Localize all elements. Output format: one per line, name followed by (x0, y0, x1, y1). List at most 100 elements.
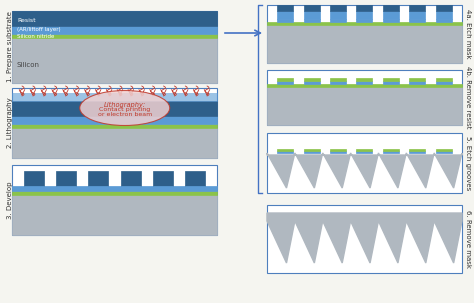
Bar (409, 19, 425, 22)
Bar (436, 19, 452, 22)
Bar (436, 5, 452, 11)
Bar (330, 149, 346, 151)
Bar (267, 22, 462, 25)
Bar (12, 191, 217, 195)
Bar (409, 11, 425, 19)
Text: 6. Remove mask: 6. Remove mask (465, 210, 471, 268)
Bar (356, 78, 373, 81)
Bar (409, 149, 425, 151)
Text: Silicon: Silicon (17, 62, 40, 68)
Bar (383, 5, 399, 11)
Bar (304, 151, 320, 153)
Bar (153, 186, 173, 188)
Bar (12, 124, 217, 128)
Text: 4b. Remove resist: 4b. Remove resist (465, 66, 471, 129)
Bar (12, 26, 217, 34)
Bar (12, 195, 217, 235)
Bar (356, 149, 373, 151)
Bar (436, 81, 452, 84)
FancyBboxPatch shape (12, 165, 217, 235)
Bar (330, 5, 346, 11)
Bar (120, 186, 141, 188)
Bar (56, 171, 76, 186)
Bar (383, 81, 399, 84)
Bar (12, 38, 217, 83)
Text: 4a. Etch mask: 4a. Etch mask (465, 9, 471, 59)
FancyBboxPatch shape (267, 133, 462, 193)
FancyBboxPatch shape (267, 205, 462, 273)
Bar (24, 186, 44, 188)
Bar (409, 81, 425, 84)
Text: Silicon nitride: Silicon nitride (17, 34, 55, 38)
Bar (304, 19, 320, 22)
Bar (277, 81, 293, 84)
Bar (330, 78, 346, 81)
Bar (12, 186, 217, 191)
Bar (436, 151, 452, 153)
Bar (185, 171, 205, 186)
Bar (383, 151, 399, 153)
Bar (383, 78, 399, 81)
Bar (267, 84, 462, 87)
Bar (409, 78, 425, 81)
Bar (12, 128, 217, 158)
Bar (383, 149, 399, 151)
Text: Contact printing: Contact printing (99, 108, 150, 112)
Bar (330, 151, 346, 153)
Bar (436, 78, 452, 81)
Bar (356, 151, 373, 153)
FancyBboxPatch shape (267, 70, 462, 125)
Bar (304, 11, 320, 19)
Bar (356, 81, 373, 84)
Bar (277, 78, 293, 81)
FancyBboxPatch shape (267, 5, 462, 63)
Bar (56, 186, 76, 188)
Bar (277, 19, 293, 22)
FancyBboxPatch shape (12, 11, 217, 83)
Bar (436, 149, 452, 151)
Bar (330, 19, 346, 22)
Text: 1. Prepare substrate: 1. Prepare substrate (7, 12, 13, 82)
Bar (356, 11, 373, 19)
Bar (383, 11, 399, 19)
FancyBboxPatch shape (12, 88, 217, 158)
Bar (330, 11, 346, 19)
Bar (185, 186, 205, 188)
Bar (12, 93, 217, 101)
Bar (277, 151, 293, 153)
Text: Lithography:: Lithography: (104, 102, 146, 108)
Bar (89, 186, 109, 188)
Text: 5. Etch grooves: 5. Etch grooves (465, 136, 471, 190)
Bar (12, 101, 217, 116)
Text: or electron beam: or electron beam (98, 112, 152, 118)
Bar (330, 81, 346, 84)
Bar (267, 87, 462, 125)
Bar (277, 5, 293, 11)
Bar (89, 171, 109, 186)
Bar (383, 19, 399, 22)
Bar (277, 11, 293, 19)
Bar (12, 116, 217, 124)
Bar (12, 11, 217, 26)
Bar (267, 25, 462, 63)
Bar (277, 149, 293, 151)
Polygon shape (267, 213, 462, 263)
Polygon shape (267, 153, 462, 188)
Bar (24, 171, 44, 186)
Text: 2. Lithography: 2. Lithography (7, 98, 13, 148)
Bar (436, 11, 452, 19)
Bar (356, 19, 373, 22)
Bar (409, 5, 425, 11)
Bar (304, 5, 320, 11)
Bar (304, 81, 320, 84)
Bar (304, 78, 320, 81)
Text: (AR/liftoff layer): (AR/liftoff layer) (17, 28, 61, 32)
Ellipse shape (80, 91, 170, 125)
Bar (120, 171, 141, 186)
Text: Resist: Resist (17, 18, 36, 22)
Bar (356, 5, 373, 11)
Bar (409, 151, 425, 153)
Bar (153, 171, 173, 186)
Bar (12, 34, 217, 38)
Text: 3. Develop: 3. Develop (7, 181, 13, 219)
